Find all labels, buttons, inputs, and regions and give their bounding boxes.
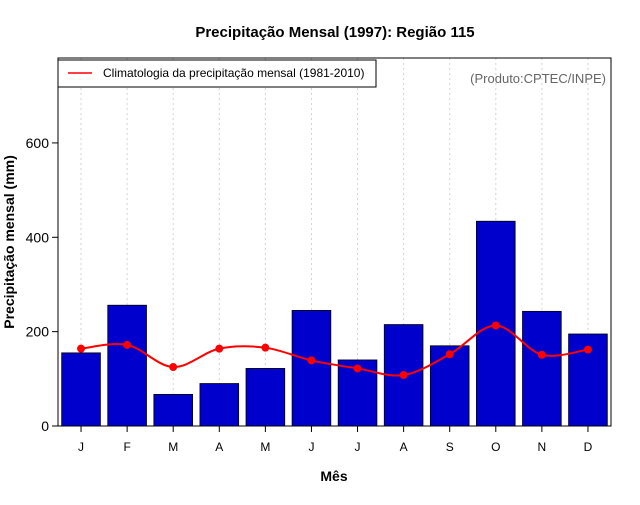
x-tick-label: O	[491, 440, 500, 454]
climatology-point-0	[77, 344, 86, 353]
x-tick-label: D	[584, 440, 593, 454]
legend-label: Climatologia da precipitação mensal (198…	[103, 66, 364, 80]
x-tick-label: A	[215, 440, 223, 454]
bar-layer	[61, 220, 608, 427]
y-tick-label: 600	[26, 135, 50, 151]
source-annotation: (Produto:CPTEC/INPE)	[470, 71, 606, 86]
bar-4	[245, 368, 286, 427]
climatology-point-10	[537, 350, 546, 359]
x-tick-label: A	[400, 440, 408, 454]
chart-title: Precipitação Mensal (1997): Região 115	[195, 24, 474, 41]
x-tick-label: N	[538, 440, 547, 454]
climatology-point-5	[307, 356, 316, 365]
bar-3	[199, 383, 240, 427]
x-tick-label: J	[308, 440, 314, 454]
legend: Climatologia da precipitação mensal (198…	[57, 59, 377, 88]
x-axis-label: Mês	[320, 468, 347, 484]
x-tick-label: M	[260, 440, 270, 454]
climatology-point-3	[215, 344, 224, 353]
y-tick-label: 200	[26, 324, 50, 340]
x-tick-label: J	[78, 440, 84, 454]
bar-10	[522, 310, 562, 427]
y-axis-label: Precipitação mensal (mm)	[1, 155, 17, 329]
y-tick-label: 0	[41, 418, 49, 434]
x-tick-label: J	[355, 440, 361, 454]
bar-5	[291, 310, 332, 427]
y-axis: 0 200 400 600	[26, 135, 58, 434]
x-tick-label: S	[446, 440, 454, 454]
bar-0	[61, 352, 101, 427]
climatology-line-layer	[77, 321, 592, 380]
y-tick-label: 400	[26, 229, 50, 245]
x-tick-label: F	[123, 440, 130, 454]
climatology-point-6	[353, 364, 362, 373]
climatology-point-7	[399, 371, 408, 380]
climatology-point-8	[445, 350, 454, 359]
climatology-point-4	[261, 343, 270, 352]
bar-8	[429, 345, 470, 427]
climatology-point-1	[123, 340, 132, 349]
bar-2	[153, 393, 193, 427]
bar-1	[107, 304, 147, 427]
plot-frame	[57, 57, 612, 427]
climatology-point-9	[491, 321, 500, 330]
climatology-point-11	[583, 345, 592, 354]
x-tick-label: M	[168, 440, 178, 454]
climatology-point-2	[169, 363, 178, 372]
legend-box	[57, 59, 377, 88]
